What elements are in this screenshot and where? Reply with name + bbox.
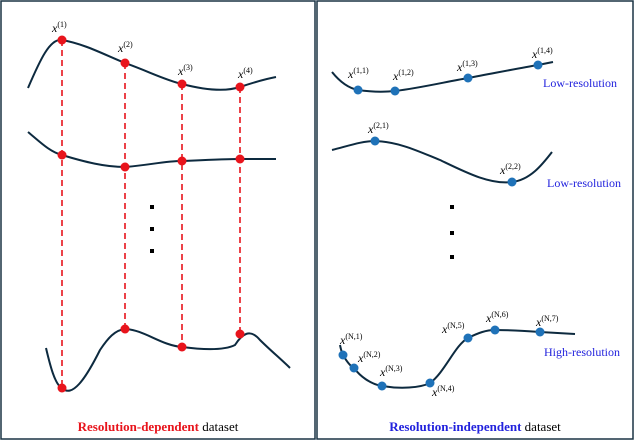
caption-rest: dataset xyxy=(202,419,238,434)
label-base: x xyxy=(379,365,386,379)
label-base: x xyxy=(177,64,184,78)
point-label: x(N,3) xyxy=(379,364,403,379)
label-base: x xyxy=(357,351,364,365)
caption: Resolution-dependent dataset xyxy=(78,419,239,434)
label-sup: (1) xyxy=(57,20,67,29)
point-label: x(N,5) xyxy=(441,321,465,336)
point-labels: x(1,1) x(1,2) x(1,3)x(1,4)x(2,1)x(2,2)x(N,… xyxy=(339,46,559,399)
point-label: x(1,4) xyxy=(531,46,553,61)
label-sup: (1,4) xyxy=(537,46,553,55)
label-sup: (2,1) xyxy=(373,121,389,130)
point-label: x(1,1) xyxy=(347,66,369,81)
point-label: x(N,2) xyxy=(357,350,381,365)
caption: Resolution-independent dataset xyxy=(389,419,561,434)
caption-emphasis: Resolution-independent xyxy=(389,419,522,434)
label-base: x xyxy=(367,122,374,136)
point-label: x(2,2) xyxy=(499,162,521,177)
point-label: x(2,1) xyxy=(367,121,389,136)
left-dots xyxy=(57,35,245,393)
point-label: x(1,3) xyxy=(456,59,478,74)
caption-emphasis: Resolution-dependent xyxy=(78,419,200,434)
label-sup: (1,2) xyxy=(398,68,414,77)
curve xyxy=(27,38,277,91)
point-label: x(1) xyxy=(51,20,67,35)
curve xyxy=(331,139,553,184)
point-label: x(N,7) xyxy=(535,314,559,329)
label-sup: (3) xyxy=(183,63,193,72)
label-base: x xyxy=(392,69,399,83)
label-base: x xyxy=(51,21,58,35)
label-sup: (N,5) xyxy=(447,321,464,330)
left-dashes xyxy=(61,40,241,388)
label-base: x xyxy=(441,322,448,336)
left-panel xyxy=(0,0,316,440)
label-base: x xyxy=(431,385,438,399)
label-sup: (1,3) xyxy=(462,59,478,68)
curve xyxy=(45,327,291,392)
point-labels: x(1)x(2)x(3) x(4) xyxy=(51,20,253,81)
resolution-tag: Low-resolution xyxy=(543,76,617,90)
right-dots xyxy=(338,60,545,391)
label-sup: (4) xyxy=(243,66,253,75)
point-label: x(N,6) xyxy=(485,310,509,325)
label-base: x xyxy=(535,315,542,329)
label-sup: (2) xyxy=(123,40,133,49)
point-label: x(4) xyxy=(237,66,253,81)
right-panel xyxy=(316,0,634,440)
label-sup: (N,7) xyxy=(541,314,558,323)
label-base: x xyxy=(339,333,346,347)
caption-rest: dataset xyxy=(525,419,561,434)
label-base: x xyxy=(499,163,506,177)
point-label: x(N,1) xyxy=(339,332,363,347)
label-base: x xyxy=(117,41,124,55)
resolution-tag: Low-resolution xyxy=(547,176,621,190)
label-base: x xyxy=(456,60,463,74)
label-sup: (N,3) xyxy=(385,364,402,373)
label-base: x xyxy=(485,311,492,325)
point-label: x(1,2) xyxy=(392,68,414,83)
point-label: x(N,4) xyxy=(431,384,455,399)
label-sup: (N,1) xyxy=(345,332,362,341)
label-sup: (1,1) xyxy=(353,66,369,75)
label-base: x xyxy=(237,67,244,81)
label-base: x xyxy=(347,67,354,81)
ellipsis xyxy=(150,205,454,259)
label-sup: (N,6) xyxy=(491,310,508,319)
point-label: x(2) xyxy=(117,40,133,55)
label-sup: (N,2) xyxy=(363,350,380,359)
point-label: x(3) xyxy=(177,63,193,78)
label-sup: (N,4) xyxy=(437,384,454,393)
label-sup: (2,2) xyxy=(505,162,521,171)
label-base: x xyxy=(531,47,538,61)
resolution-tag: High-resolution xyxy=(544,345,620,359)
